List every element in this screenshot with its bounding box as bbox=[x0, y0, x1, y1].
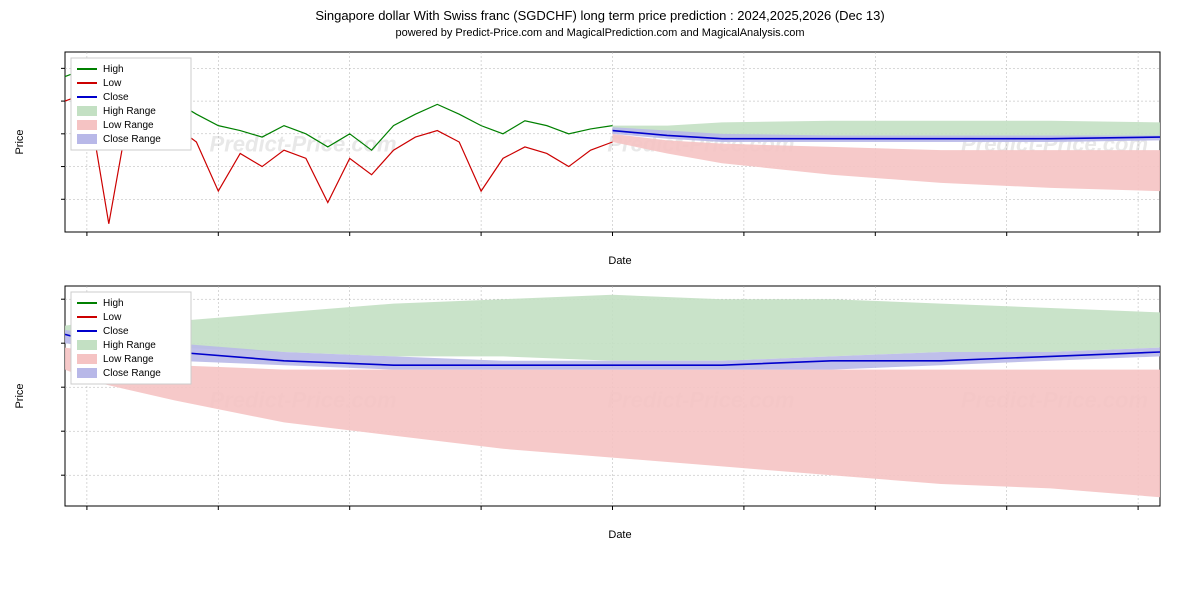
svg-text:Predict-Price.com: Predict-Price.com bbox=[210, 132, 397, 157]
svg-text:Low Range: Low Range bbox=[103, 120, 154, 131]
svg-text:Low Range: Low Range bbox=[103, 354, 154, 365]
svg-text:High: High bbox=[103, 64, 124, 75]
chart-container: Singapore dollar With Swiss franc (SGDCH… bbox=[0, 0, 1200, 600]
x-axis-label: Date bbox=[60, 255, 1180, 267]
top-chart: Price Predict-Price.comPredict-Price.com… bbox=[60, 47, 1180, 237]
chart-subtitle: powered by Predict-Price.com and Magical… bbox=[0, 23, 1200, 43]
svg-text:Close Range: Close Range bbox=[103, 134, 161, 145]
svg-text:High Range: High Range bbox=[103, 340, 156, 351]
top-chart-svg: Predict-Price.comPredict-Price.comPredic… bbox=[60, 47, 1165, 237]
svg-text:Close: Close bbox=[103, 326, 129, 337]
svg-text:Close Range: Close Range bbox=[103, 368, 161, 379]
svg-text:Close: Close bbox=[103, 92, 129, 103]
y-axis-label: Price bbox=[14, 383, 26, 408]
bottom-chart-svg: Predict-Price.comPredict-Price.comPredic… bbox=[60, 281, 1165, 511]
x-axis-label: Date bbox=[60, 529, 1180, 541]
svg-text:High: High bbox=[103, 298, 124, 309]
y-axis-label: Price bbox=[14, 129, 26, 154]
svg-text:Low: Low bbox=[103, 78, 122, 89]
chart-title: Singapore dollar With Swiss franc (SGDCH… bbox=[0, 0, 1200, 23]
bottom-chart: Price Predict-Price.comPredict-Price.com… bbox=[60, 281, 1180, 511]
svg-text:Low: Low bbox=[103, 312, 122, 323]
svg-text:High Range: High Range bbox=[103, 106, 156, 117]
